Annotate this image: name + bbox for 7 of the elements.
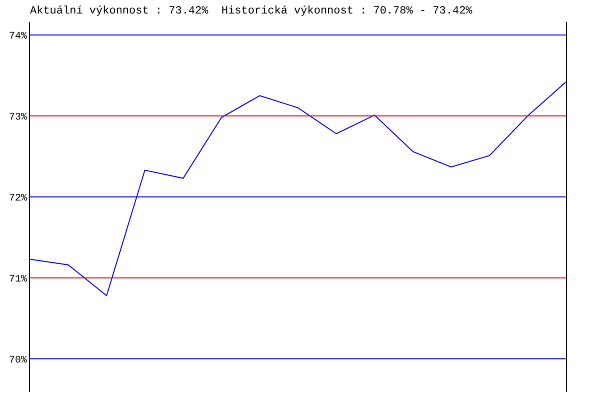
y-tick-label: 70%	[8, 355, 27, 366]
y-tick-label: 73%	[8, 112, 27, 124]
y-tick-label: 74%	[8, 31, 27, 42]
y-tick-label: 72%	[8, 193, 27, 204]
y-tick-label: 71%	[8, 274, 27, 286]
line-series	[30, 81, 566, 296]
chart-title: Aktuální výkonnost : 73.42% Historická výkonnost : 70.78% - 73.42%	[30, 6, 473, 18]
